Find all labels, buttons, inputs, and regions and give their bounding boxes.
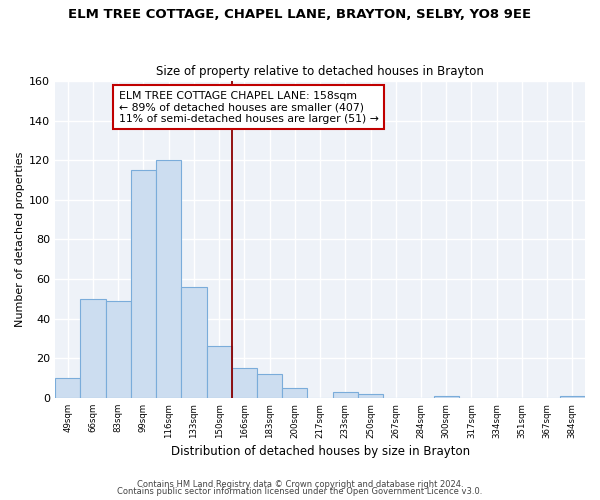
Text: ELM TREE COTTAGE, CHAPEL LANE, BRAYTON, SELBY, YO8 9EE: ELM TREE COTTAGE, CHAPEL LANE, BRAYTON, … bbox=[68, 8, 532, 20]
Text: Contains HM Land Registry data © Crown copyright and database right 2024.: Contains HM Land Registry data © Crown c… bbox=[137, 480, 463, 489]
Bar bbox=[332, 392, 358, 398]
Text: ELM TREE COTTAGE CHAPEL LANE: 158sqm
← 89% of detached houses are smaller (407)
: ELM TREE COTTAGE CHAPEL LANE: 158sqm ← 8… bbox=[119, 90, 379, 124]
Bar bbox=[206, 346, 232, 398]
Bar bbox=[80, 299, 106, 398]
Bar bbox=[55, 378, 80, 398]
Bar bbox=[106, 301, 131, 398]
Bar bbox=[560, 396, 585, 398]
Bar bbox=[181, 287, 206, 398]
Bar bbox=[257, 374, 282, 398]
X-axis label: Distribution of detached houses by size in Brayton: Distribution of detached houses by size … bbox=[170, 444, 470, 458]
Text: Contains public sector information licensed under the Open Government Licence v3: Contains public sector information licen… bbox=[118, 488, 482, 496]
Bar bbox=[434, 396, 459, 398]
Bar bbox=[282, 388, 307, 398]
Bar bbox=[232, 368, 257, 398]
Y-axis label: Number of detached properties: Number of detached properties bbox=[15, 152, 25, 327]
Bar bbox=[156, 160, 181, 398]
Bar bbox=[358, 394, 383, 398]
Bar bbox=[131, 170, 156, 398]
Title: Size of property relative to detached houses in Brayton: Size of property relative to detached ho… bbox=[156, 66, 484, 78]
